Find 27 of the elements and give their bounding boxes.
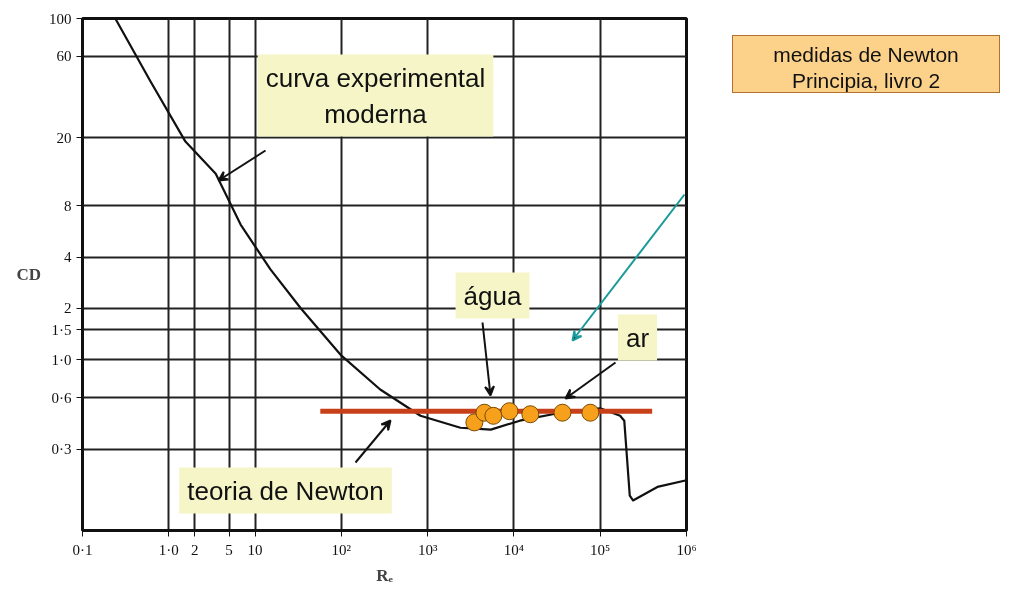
y-tick-label: 1·5 [51,321,72,338]
y-axis-title: CD [16,265,42,284]
y-tick-label: 0·6 [51,389,72,406]
x-tick-label: 5 [225,541,233,558]
y-tick-label: 20 [56,129,72,146]
y-tick-label: 60 [56,48,72,65]
x-tick-label: 10⁶ [676,541,697,558]
y-tick-label: 2 [64,300,72,317]
x-tick-label: 10 [247,541,263,558]
x-tick-label: 0·1 [72,541,93,558]
y-tick-label: 0·3 [51,441,72,458]
x-tick-label: 10⁵ [590,541,611,558]
y-tick-label: 100 [49,10,72,27]
annotation: água [463,280,522,311]
annotation: ar [625,322,650,353]
text: medidas de Newton Principia, livro 2 [773,42,959,95]
x-tick-label: 10² [331,541,352,558]
x-tick-label: 10³ [417,541,438,558]
y-tick-label: 1·0 [51,351,72,368]
x-tick-label: 2 [191,541,199,558]
annotation: curva experimental moderna [265,62,486,129]
y-tick-label: 4 [64,249,72,266]
y-tick-label: 8 [64,197,72,214]
x-axis-title: Rₑ [376,565,394,585]
annotation: teoria de Newton [187,475,384,506]
x-tick-label: 1·0 [158,541,179,558]
x-tick-label: 10⁴ [503,541,525,558]
